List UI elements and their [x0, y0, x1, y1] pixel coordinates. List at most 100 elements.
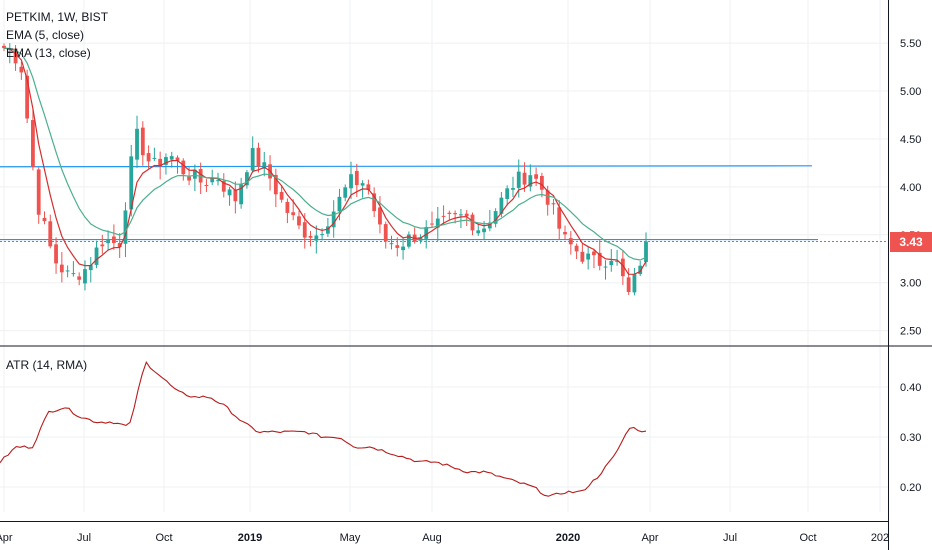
candle — [522, 162, 527, 192]
candle-body — [169, 156, 174, 160]
candle-body — [609, 260, 614, 266]
candle — [129, 144, 134, 217]
candle-body — [262, 162, 267, 169]
candle — [42, 211, 47, 225]
candle — [615, 249, 619, 266]
candle — [412, 227, 417, 244]
candle-body — [135, 128, 139, 160]
y-tick-label: 2.50 — [900, 326, 921, 338]
candle-body — [187, 176, 191, 181]
ema13-line — [3, 47, 647, 261]
candle — [325, 217, 330, 237]
resistance-line — [0, 165, 813, 168]
atr-legend[interactable]: ATR (14, RMA) — [6, 358, 88, 372]
candle-body — [563, 232, 567, 235]
symbol-title[interactable]: PETKIM, 1W, BIST — [6, 10, 109, 24]
candle — [580, 243, 585, 264]
horizontal-trend-lines[interactable] — [0, 165, 888, 242]
candle-body — [250, 148, 255, 171]
candle-body — [129, 156, 134, 210]
candle-body — [7, 51, 12, 53]
candle-body — [227, 189, 232, 196]
x-tick-label: Jul — [77, 532, 91, 544]
candle — [487, 209, 492, 232]
x-tick-label: 2020 — [556, 532, 580, 544]
candle-body — [493, 211, 498, 224]
candle — [192, 164, 197, 192]
candle — [204, 179, 209, 192]
candle — [59, 252, 64, 283]
candle-body — [406, 234, 411, 247]
candle-body — [146, 153, 151, 162]
candle — [169, 151, 174, 168]
candle-body — [447, 212, 452, 214]
tick-labels: 5.505.004.504.003.503.002.500.400.300.20… — [0, 38, 921, 544]
candle — [331, 200, 336, 238]
candle-body — [111, 236, 116, 244]
candle — [146, 145, 151, 169]
candle — [227, 186, 232, 206]
candle — [181, 158, 186, 181]
candle — [140, 121, 145, 166]
candle — [349, 161, 353, 199]
candle — [343, 184, 348, 202]
candle — [493, 208, 498, 228]
candle — [638, 261, 643, 276]
ema13-legend[interactable]: EMA (13, close) — [6, 46, 91, 60]
candle — [551, 198, 556, 215]
candle-body — [158, 158, 163, 167]
candle-body — [106, 240, 111, 244]
candle — [7, 43, 12, 64]
candle-body — [615, 260, 619, 262]
candle-body — [378, 207, 382, 225]
candle-body — [164, 157, 168, 165]
candle — [603, 260, 608, 280]
x-tick-label: Oct — [799, 532, 816, 544]
grid-lines — [0, 0, 888, 512]
candle — [528, 164, 533, 192]
candle-body — [597, 252, 602, 266]
candle — [100, 234, 105, 254]
candle-body — [94, 247, 99, 265]
candle-body — [204, 184, 209, 186]
ema-lines — [3, 47, 647, 275]
ema5-legend[interactable]: EMA (5, close) — [6, 28, 85, 42]
candle — [117, 233, 122, 258]
candle-body — [360, 183, 365, 186]
candle — [297, 210, 301, 230]
candle-body — [383, 224, 388, 242]
atr-y-tick-label: 0.30 — [900, 432, 921, 444]
candle-body — [499, 197, 504, 214]
candle — [568, 231, 573, 255]
candle-body — [2, 45, 6, 49]
candle — [2, 43, 6, 51]
candle-body — [557, 207, 562, 229]
candle — [609, 249, 614, 272]
candle-body — [586, 253, 591, 260]
candle — [511, 176, 515, 197]
candle-body — [453, 213, 458, 215]
candle — [279, 185, 284, 203]
candle — [239, 177, 244, 209]
candle-body — [487, 222, 492, 229]
x-tick-label: 2019 — [238, 532, 262, 544]
candle-body — [302, 222, 307, 238]
candle-body — [354, 170, 359, 186]
candle — [418, 234, 423, 244]
candle — [164, 153, 168, 175]
candle-body — [464, 213, 469, 217]
atr-line — [0, 360, 647, 497]
candle-body — [31, 120, 35, 167]
candle — [285, 198, 290, 224]
candle — [401, 237, 405, 260]
candle-body — [325, 226, 330, 234]
y-tick-label: 4.00 — [900, 182, 921, 194]
candle — [135, 115, 139, 168]
candle — [476, 224, 481, 236]
candle-body — [140, 127, 145, 156]
candle-body — [65, 270, 70, 272]
candle-body — [626, 277, 631, 292]
candle-body — [279, 191, 284, 200]
candle-body — [539, 175, 544, 190]
